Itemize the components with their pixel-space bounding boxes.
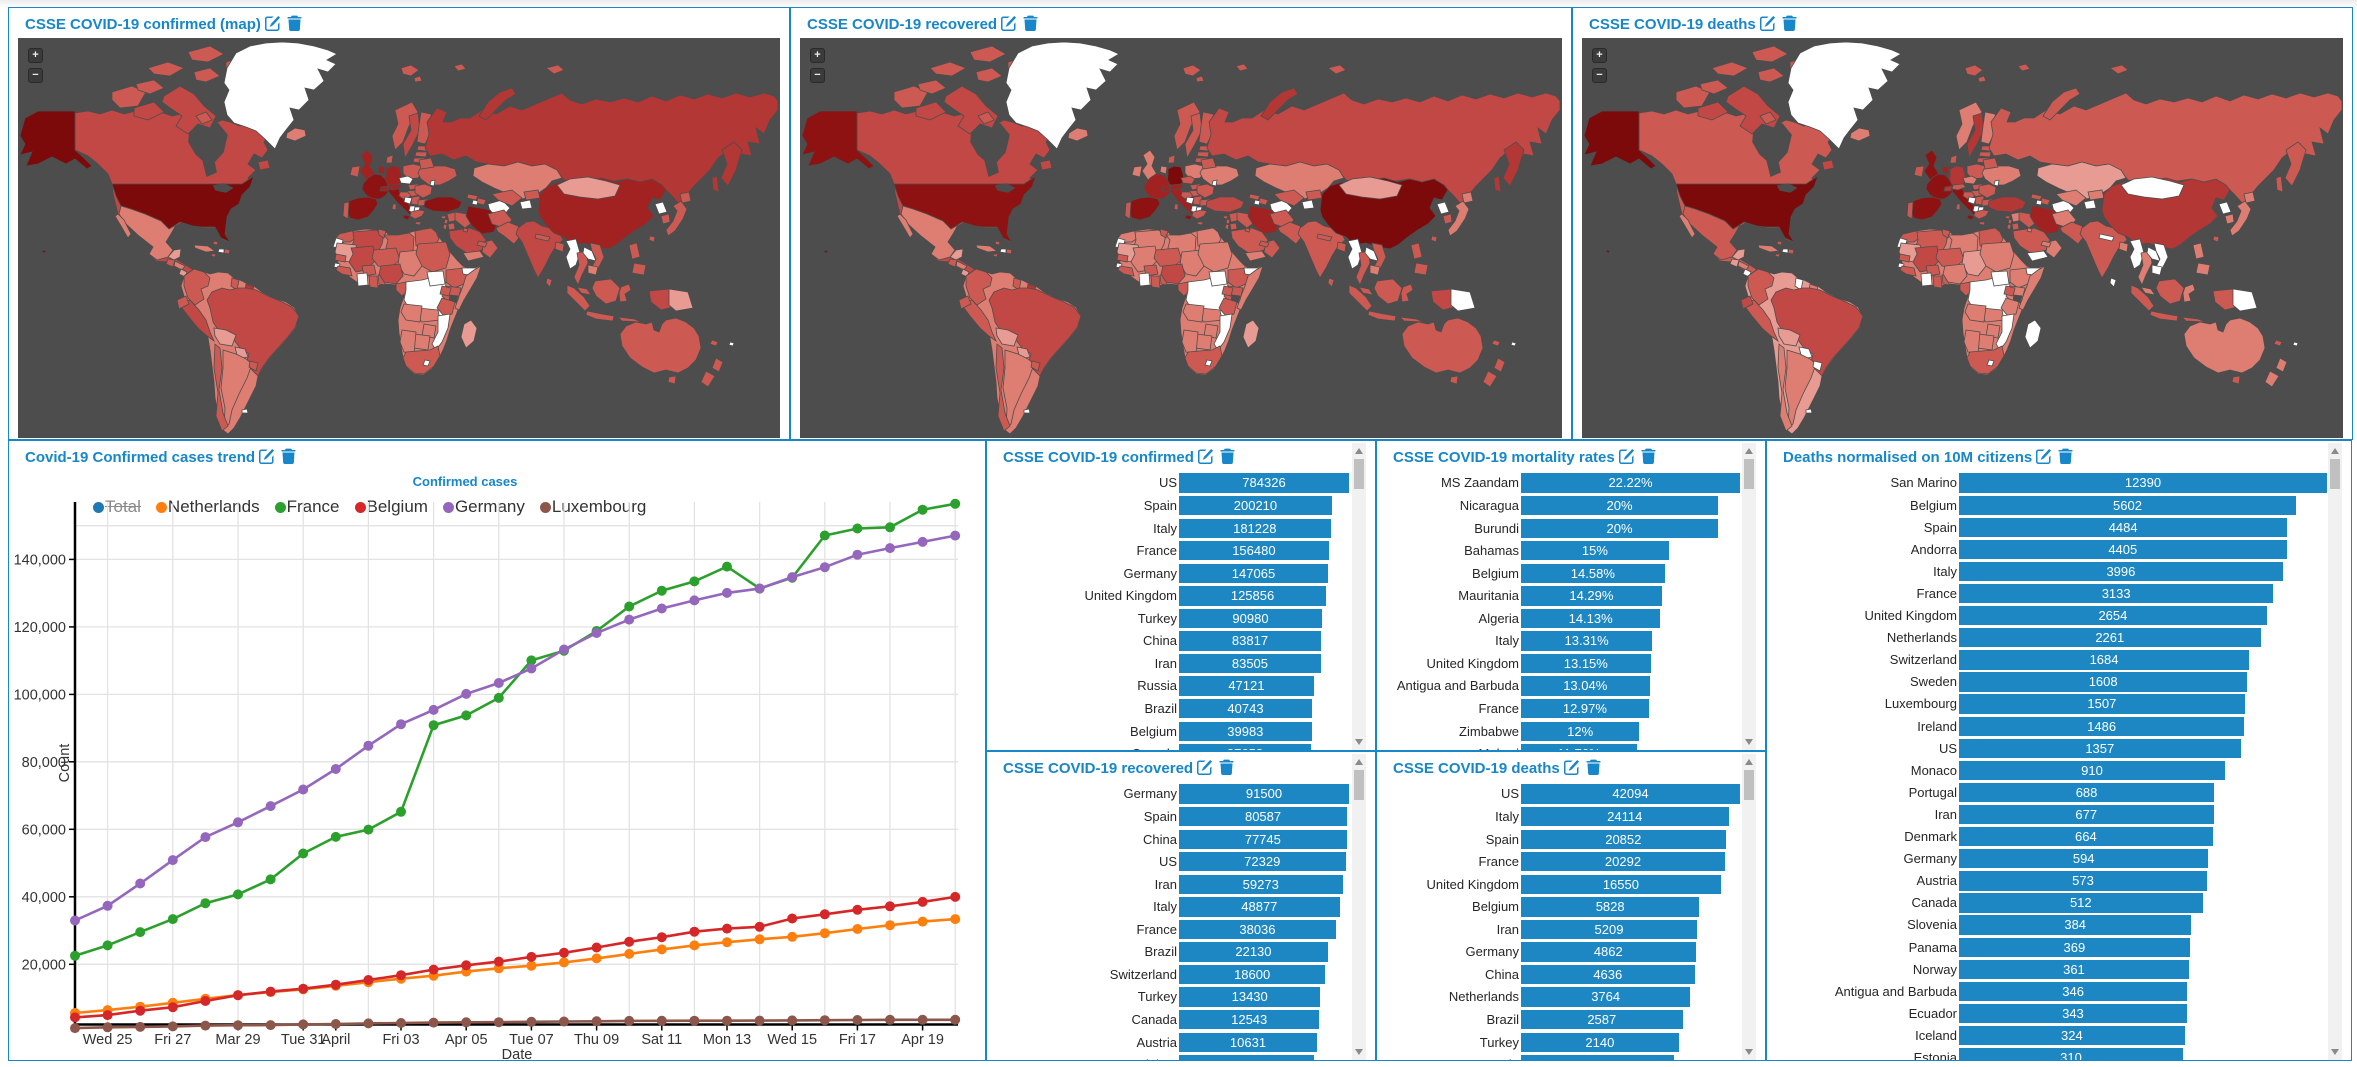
svg-text:60,000: 60,000 — [22, 822, 66, 838]
svg-text:Count: Count — [57, 744, 73, 783]
svg-text:Wed 25: Wed 25 — [83, 1032, 133, 1048]
svg-text:Sat 11: Sat 11 — [641, 1032, 682, 1048]
svg-text:140,000: 140,000 — [14, 552, 66, 568]
svg-text:Mar 29: Mar 29 — [215, 1032, 260, 1048]
svg-text:40,000: 40,000 — [22, 890, 66, 906]
svg-text:Mon 13: Mon 13 — [703, 1032, 751, 1048]
svg-text:Tue 31: Tue 31 — [281, 1032, 326, 1048]
svg-text:Fri 03: Fri 03 — [382, 1032, 419, 1048]
svg-text:Date: Date — [502, 1047, 533, 1061]
svg-text:100,000: 100,000 — [14, 687, 66, 703]
svg-text:20,000: 20,000 — [22, 957, 66, 973]
svg-text:Apr 05: Apr 05 — [445, 1032, 488, 1048]
svg-text:Wed 15: Wed 15 — [767, 1032, 817, 1048]
svg-text:April: April — [321, 1032, 350, 1048]
svg-text:Fri 17: Fri 17 — [839, 1032, 876, 1048]
svg-text:120,000: 120,000 — [14, 620, 66, 636]
svg-text:80,000: 80,000 — [22, 755, 66, 771]
svg-text:Apr 19: Apr 19 — [901, 1032, 944, 1048]
svg-text:Fri 27: Fri 27 — [154, 1032, 191, 1048]
svg-text:Thu 09: Thu 09 — [574, 1032, 619, 1048]
svg-text:Tue 07: Tue 07 — [509, 1032, 554, 1048]
